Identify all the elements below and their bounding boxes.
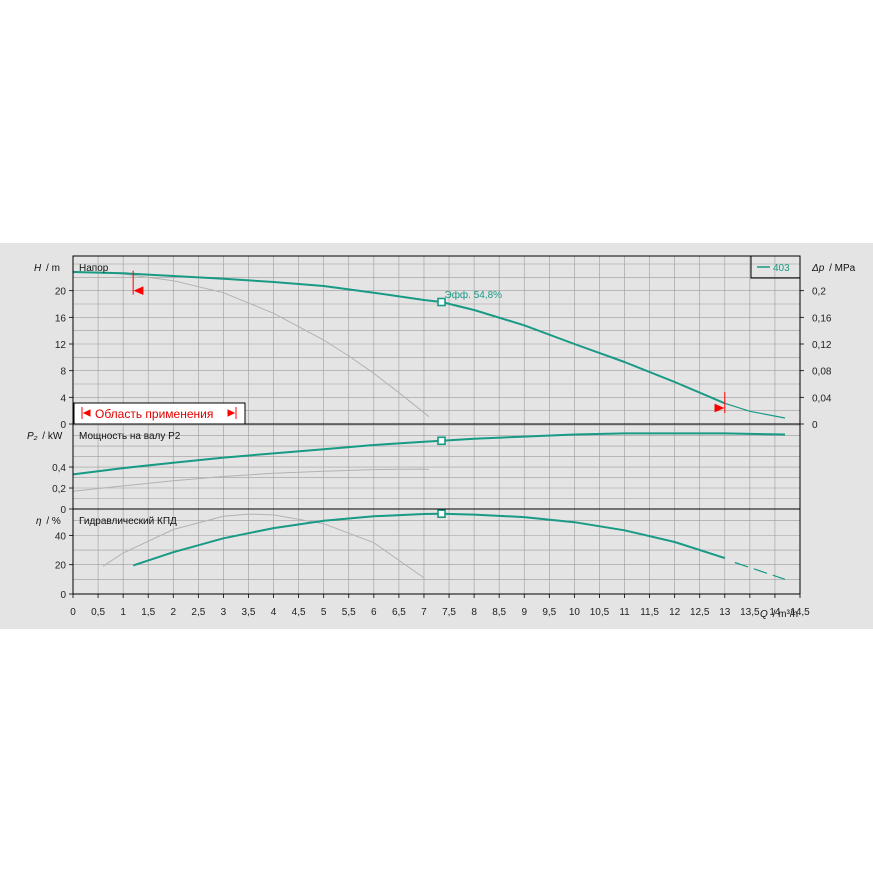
x-tick-label: 4,5	[292, 607, 306, 618]
x-tick-label: 13,5	[740, 607, 760, 618]
x-tick-label: 0	[70, 607, 76, 618]
x-tick-label: 5,5	[342, 607, 356, 618]
power-axis-label: P₂ / kW	[27, 431, 63, 442]
legend-label: 403	[773, 263, 790, 274]
range-right-arrow-icon	[227, 407, 237, 419]
efficiency-y-tick-label: 20	[55, 561, 67, 572]
head-panel-title: Напор	[79, 263, 109, 274]
head-y-tick-label: 12	[55, 340, 67, 351]
x-tick-label: 2,5	[191, 607, 205, 618]
flow-axis-symbol: Q	[760, 609, 768, 620]
head-axis-symbol: H	[34, 263, 42, 274]
x-tick-label: 5	[321, 607, 327, 618]
x-tick-label: 9	[521, 607, 527, 618]
efficiency-extension-curve	[734, 561, 786, 580]
x-tick-label: 12	[669, 607, 681, 618]
efficiency-axis-unit: / %	[46, 516, 61, 527]
head-grey-curve	[72, 270, 430, 418]
pressure-tick-label: 0,16	[812, 313, 832, 324]
efficiency-grey-curve	[102, 513, 425, 579]
x-tick-label: 11,5	[640, 607, 659, 618]
pressure-tick-label: 0,2	[812, 287, 826, 298]
chart-marks	[132, 270, 726, 518]
power-y-tick-label: 0,2	[52, 484, 66, 495]
efficiency-y-tick-label: 40	[55, 531, 67, 542]
pressure-axis-unit: / MPa	[829, 263, 856, 274]
x-tick-label: 14,5	[790, 607, 810, 618]
pressure-tick-label: 0,12	[812, 340, 832, 351]
x-tick-label: 12,5	[690, 607, 710, 618]
range-left-arrow-icon	[81, 407, 91, 419]
legend-box	[750, 255, 801, 279]
legend: 403	[750, 255, 801, 279]
x-tick-label: 1,5	[141, 607, 155, 618]
x-tick-label: 9,5	[542, 607, 556, 618]
pressure-axis-symbol: Δp	[811, 263, 825, 274]
x-tick-label: 11	[619, 607, 630, 618]
efficiency-axis-label: η / %	[36, 516, 61, 527]
power-grey-curve	[72, 468, 430, 492]
head-y-tick-label: 0	[60, 420, 66, 431]
main-curves	[72, 271, 786, 580]
grid	[69, 256, 804, 598]
x-tick-label: 14	[769, 607, 781, 618]
pressure-tick-label: 0,08	[812, 367, 832, 378]
x-tick-label: 8	[471, 607, 477, 618]
efficiency-panel-title: Гидравлический КПД	[79, 516, 177, 527]
power-main-curve	[72, 432, 786, 476]
power-y-tick-label: 0	[60, 505, 66, 516]
application-range-frame	[73, 402, 246, 425]
flow-axis-label: Q / m³/h	[760, 609, 798, 620]
x-tick-label: 1	[120, 607, 126, 618]
x-tick-label: 13	[719, 607, 731, 618]
power-panel-frame	[72, 423, 801, 510]
efficiency-y-tick-label: 0	[60, 590, 66, 601]
operating-point-label: Эфф. 54,8%	[445, 289, 503, 301]
power-axis-symbol: P₂	[27, 431, 38, 442]
x-tick-label: 7,5	[442, 607, 456, 618]
head-y-tick-label: 20	[55, 287, 67, 298]
x-tick-label: 8,5	[492, 607, 506, 618]
head-panel-frame	[72, 255, 801, 425]
power-operating-point	[437, 436, 446, 446]
efficiency-axis-symbol: η	[36, 516, 42, 527]
x-tick-label: 3,5	[242, 607, 256, 618]
head-axis-label: H / m	[34, 263, 60, 274]
power-y-tick-label: 0,4	[52, 463, 66, 474]
pressure-tick-label: 0	[812, 420, 818, 431]
x-tick-label: 10	[569, 607, 581, 618]
x-tick-label: 6,5	[392, 607, 406, 618]
range-marker-flag	[133, 286, 144, 296]
range-marker-flag	[714, 403, 725, 413]
efficiency-main-curve	[132, 512, 726, 567]
pressure-axis-label: Δp / MPa	[811, 263, 856, 274]
efficiency-panel-frame	[72, 508, 801, 595]
grey-curves	[72, 270, 430, 579]
head-extension-curve	[724, 402, 786, 419]
power-panel-title: Мощность на валу P2	[79, 431, 181, 442]
x-tick-label: 7	[421, 607, 427, 618]
head-y-tick-label: 16	[55, 313, 67, 324]
head-y-tick-label: 4	[60, 393, 66, 404]
x-tick-label: 0,5	[91, 607, 105, 618]
x-tick-label: 6	[371, 607, 377, 618]
x-tick-label: 10,5	[590, 607, 610, 618]
pressure-tick-label: 0,04	[812, 393, 832, 404]
x-tick-label: 4	[271, 607, 277, 618]
pump-curve-chart: Напор Мощность на валу P2 Гидравлический…	[27, 255, 856, 620]
x-tick-label: 2	[170, 607, 176, 618]
flow-axis-unit: / m³/h	[773, 609, 799, 620]
head-operating-point	[437, 297, 446, 307]
power-axis-unit: / kW	[42, 431, 63, 442]
head-y-tick-label: 8	[60, 367, 66, 378]
head-axis-unit: / m	[46, 263, 60, 274]
application-range-label: Область применения	[95, 407, 213, 421]
head-main-curve	[72, 271, 726, 405]
x-tick-label: 3	[221, 607, 227, 618]
efficiency-operating-point	[437, 509, 446, 518]
application-range-box: Область применения	[73, 402, 246, 425]
